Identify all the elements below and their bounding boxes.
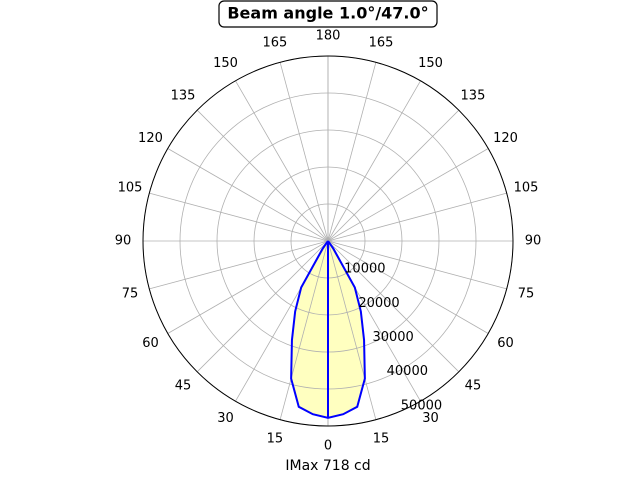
grid-spoke [149,192,329,242]
r-tick-label: 50000 [401,398,442,413]
theta-tick-label: 90 [115,234,132,249]
theta-tick-label: 180 [316,29,341,44]
theta-tick-label: 150 [213,56,238,71]
r-tick-label: 30000 [372,330,413,345]
r-tick-label: 10000 [344,262,385,277]
theta-tick-label: 60 [497,336,514,351]
theta-tick-label: 120 [493,131,518,146]
theta-tick-label: 150 [418,56,443,71]
theta-tick-label: 105 [514,180,539,195]
grid-spoke [167,148,329,242]
theta-tick-label: 30 [217,411,234,426]
theta-tick-label: 165 [263,35,288,50]
grid-spoke [327,109,460,242]
grid-spoke [327,148,489,242]
theta-tick-label: 90 [525,234,542,249]
theta-tick-label: 15 [267,432,284,447]
chart-title: Beam angle 1.0°/47.0° [227,4,428,23]
theta-tick-label: 105 [118,180,143,195]
grid-spoke [279,62,329,242]
theta-tick-label: 75 [518,287,535,302]
theta-tick-label: 45 [465,378,482,393]
theta-tick-label: 45 [175,378,192,393]
grid-spoke [235,80,329,242]
theta-tick-label: 15 [373,432,390,447]
r-tick-label: 40000 [387,364,428,379]
theta-tick-label: 30 [422,411,439,426]
grid-spoke [167,240,329,334]
grid-spoke [327,240,489,334]
theta-tick-label: 75 [122,287,139,302]
grid-spoke [196,240,329,373]
theta-tick-label: 135 [171,89,196,104]
title-box [218,0,438,28]
grid-spoke [327,240,377,420]
grid-spoke [196,109,329,242]
grid-spoke [327,240,460,373]
x-axis-label: IMax 718 cd [285,458,370,474]
theta-tick-label: 120 [138,131,163,146]
theta-tick-label: 0 [324,439,332,454]
grid-spoke [327,240,507,290]
grid-spoke [327,80,421,242]
grid-spoke [279,240,329,420]
theta-tick-label: 135 [461,89,486,104]
theta-tick-label: 165 [369,35,394,50]
grid-spoke [149,240,329,290]
r-tick-label: 20000 [358,296,399,311]
theta-tick-label: 60 [142,336,159,351]
grid-spoke [327,62,377,242]
grid-spoke [327,192,507,242]
polar-frame [142,55,514,427]
